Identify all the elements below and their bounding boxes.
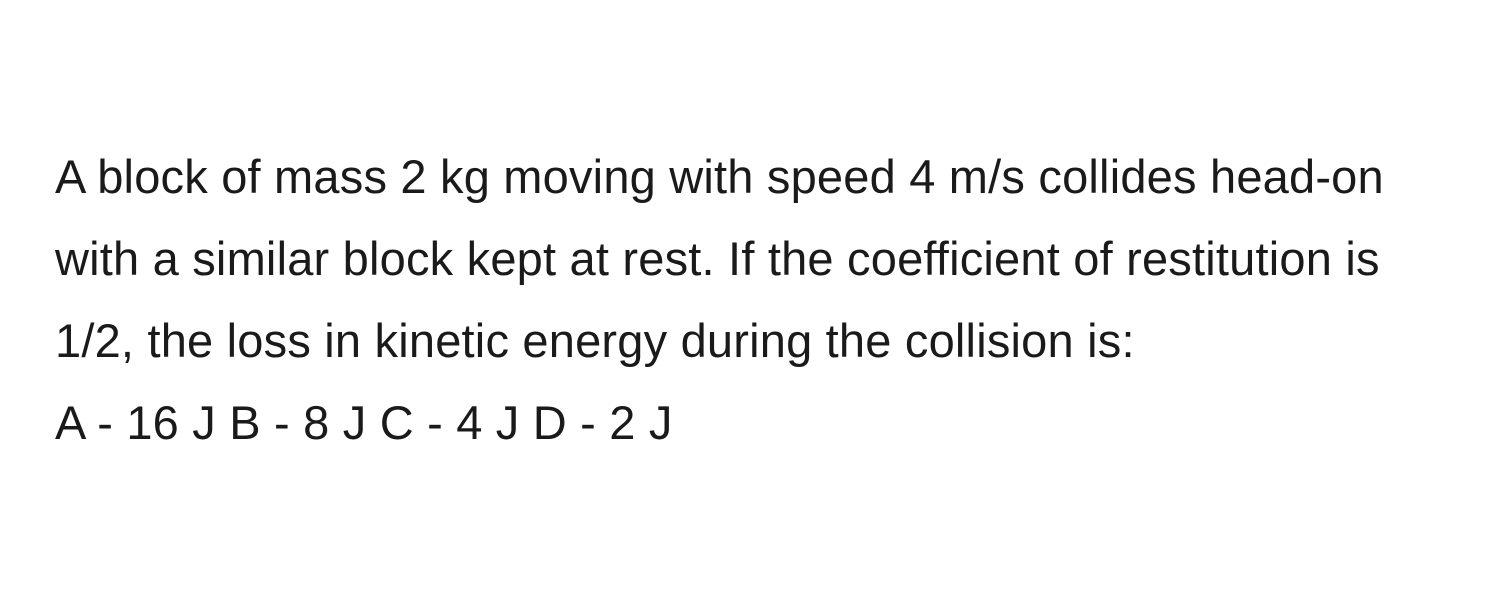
- question-options: A - 16 J B - 8 J C - 4 J D - 2 J: [55, 382, 1445, 464]
- question-prompt: A block of mass 2 kg moving with speed 4…: [55, 136, 1445, 383]
